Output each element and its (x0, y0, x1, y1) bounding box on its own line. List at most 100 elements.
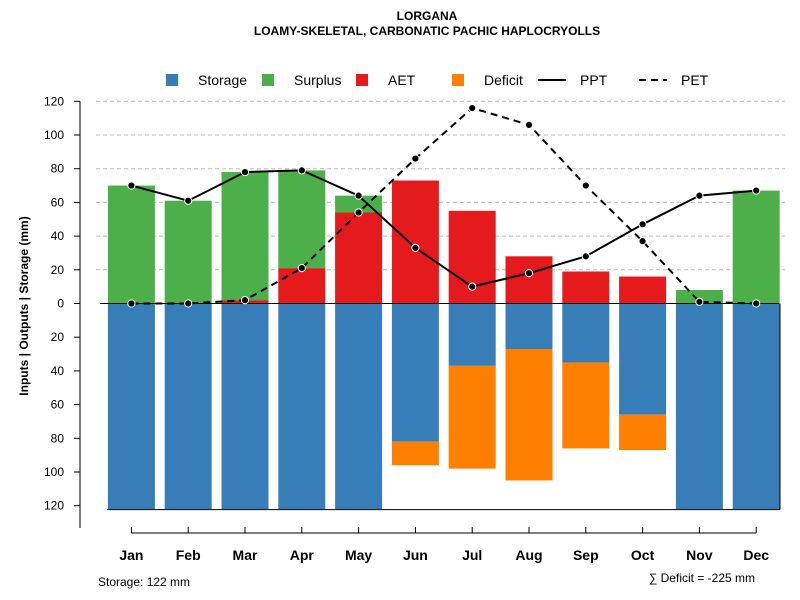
bar-storage-aug (505, 303, 553, 349)
x-tick-label-jan: Jan (119, 547, 143, 563)
y-tick-label--60: 60 (51, 398, 65, 412)
point-pet-nov (695, 297, 704, 306)
y-tick-label--40: 40 (51, 364, 65, 378)
legend-label-ppt: PPT (580, 72, 608, 88)
x-tick-label-jun: Jun (403, 547, 428, 563)
point-pet-apr (297, 264, 306, 273)
legend-swatch-surplus (262, 74, 274, 86)
y-tick-label-20: 20 (51, 263, 65, 277)
y-tick-label--80: 80 (51, 431, 65, 445)
legend-label-aet: AET (388, 72, 416, 88)
point-ppt-jan (127, 181, 136, 190)
line-pet (131, 106, 757, 305)
bar-aet-may (335, 212, 383, 304)
x-tick-label-jul: Jul (462, 547, 482, 563)
series-lines (127, 103, 761, 308)
grid-lines (96, 100, 785, 271)
y-tick-label-100: 100 (44, 128, 64, 142)
point-pet-oct (638, 237, 647, 246)
bar-storage-feb (164, 303, 212, 510)
legend-label-pet: PET (681, 72, 709, 88)
x-tick-label-oct: Oct (631, 547, 655, 563)
point-pet-aug (524, 120, 534, 129)
x-tick-label-nov: Nov (686, 547, 713, 563)
point-ppt-nov (695, 191, 704, 200)
point-pet-feb (184, 299, 193, 308)
bars (107, 170, 780, 510)
point-ppt-may (354, 191, 363, 200)
bar-aet-aug (505, 256, 553, 304)
x-tick-label-mar: Mar (233, 547, 258, 563)
x-tick-label-apr: Apr (290, 547, 315, 563)
line-ppt (131, 169, 757, 288)
bar-storage-may (335, 303, 383, 510)
point-pet-jan (127, 299, 136, 308)
y-tick-label-120: 120 (44, 94, 64, 108)
bar-storage-nov (675, 303, 723, 510)
bar-deficit-jun (391, 441, 439, 466)
point-ppt-aug (524, 269, 534, 278)
y-tick-label-80: 80 (51, 162, 65, 176)
point-ppt-jul (468, 282, 477, 291)
x-tick-label-dec: Dec (743, 547, 769, 563)
x-tick-label-sep: Sep (573, 547, 599, 563)
deficit-footnote: ∑ Deficit = -225 mm (649, 571, 755, 585)
bar-surplus-nov (675, 290, 723, 304)
x-tick-label-feb: Feb (176, 547, 201, 563)
point-pet-jul (468, 103, 477, 113)
bar-storage-jun (391, 303, 439, 442)
y-tick-label--20: 20 (51, 330, 65, 344)
bar-aet-oct (619, 276, 667, 304)
point-pet-dec (752, 299, 761, 308)
point-ppt-apr (297, 166, 306, 175)
bar-storage-oct (619, 303, 667, 415)
point-ppt-sep (581, 252, 590, 261)
bar-aet-sep (562, 271, 610, 304)
bar-storage-sep (562, 303, 610, 363)
bar-storage-mar (221, 303, 269, 510)
bar-surplus-jan (107, 185, 155, 304)
bar-storage-dec (732, 303, 780, 510)
bar-surplus-feb (164, 200, 212, 304)
axes: 120 100 80 60 40 20 0 20 40 60 80 100 120 Jan Feb Mar Ap… (44, 94, 781, 563)
bar-aet-jun (391, 180, 439, 304)
point-ppt-jun (411, 243, 420, 252)
y-axis-label: Inputs | Outputs | Storage (mm) (17, 216, 31, 395)
y-tick-label--100: 100 (44, 465, 64, 479)
bar-storage-apr (278, 303, 326, 510)
legend-swatch-storage (166, 74, 178, 86)
bar-deficit-oct (619, 414, 667, 451)
legend: Storage Surplus AET Deficit PPT PET (166, 72, 709, 88)
bar-deficit-sep (562, 362, 610, 449)
point-ppt-dec (752, 186, 761, 195)
point-ppt-feb (184, 196, 193, 205)
point-pet-mar (240, 296, 250, 305)
bar-deficit-jul (448, 365, 496, 469)
point-pet-may (354, 208, 363, 217)
y-tick-label-40: 40 (51, 229, 65, 243)
legend-swatch-deficit (452, 74, 464, 86)
x-tick-label-may: May (345, 547, 372, 563)
bar-surplus-mar (221, 172, 269, 301)
legend-label-storage: Storage (198, 72, 247, 88)
y-tick-label--120: 120 (44, 499, 64, 513)
bar-storage-jul (448, 303, 496, 366)
legend-label-deficit: Deficit (484, 72, 523, 88)
bar-storage-jan (107, 303, 155, 510)
y-tick-label-60: 60 (51, 195, 65, 209)
legend-swatch-aet (356, 74, 368, 86)
point-ppt-mar (240, 167, 250, 177)
chart-title: LORGANA (397, 9, 458, 23)
x-tick-label-aug: Aug (515, 547, 542, 563)
bar-surplus-dec (732, 190, 780, 304)
bar-surplus-may (335, 195, 383, 213)
bar-surplus-apr (278, 170, 326, 269)
point-ppt-oct (638, 220, 647, 229)
bar-aet-apr (278, 268, 326, 304)
legend-label-surplus: Surplus (294, 72, 341, 88)
point-pet-sep (581, 181, 590, 190)
chart-subtitle: LOAMY-SKELETAL, CARBONATIC PACHIC HAPLOC… (254, 24, 600, 38)
bar-deficit-aug (505, 348, 553, 481)
